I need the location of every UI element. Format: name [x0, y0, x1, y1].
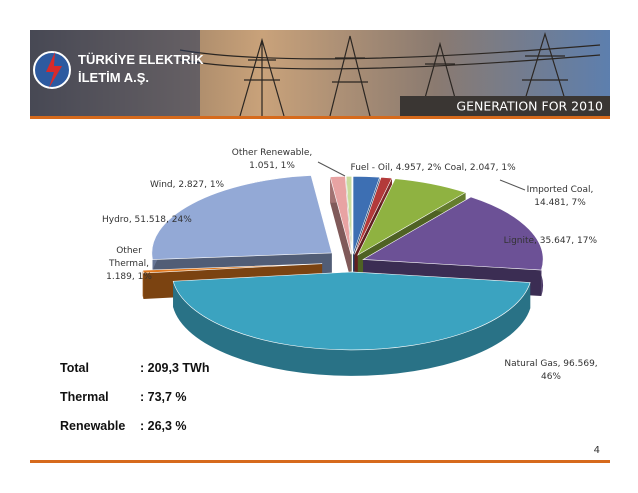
summary-value: : 26,3 %: [140, 419, 187, 433]
slice-side: [142, 270, 144, 300]
slice-side: [173, 281, 531, 376]
slice: [151, 175, 333, 260]
company-line: TÜRKİYE ELEKTRİK: [78, 52, 204, 67]
slice-label: Other: [116, 246, 142, 256]
summary-label: Total: [60, 361, 89, 375]
leader-line: [317, 161, 346, 177]
slice-label: Imported Coal,: [527, 185, 594, 195]
slice-label: 46%: [541, 372, 561, 382]
slice: [362, 196, 544, 271]
section-bar: [400, 96, 610, 116]
slice-label: Natural Gas, 96.569,: [504, 359, 597, 369]
slice-label: Lignite, 35.647, 17%: [504, 236, 598, 246]
slice-label: Hydro, 51.518, 24%: [102, 215, 192, 225]
footer-rule: [30, 460, 610, 463]
slice-label: Thermal,: [108, 259, 149, 269]
towers: [179, 31, 601, 117]
slice: [352, 176, 381, 255]
slice: [329, 176, 352, 255]
company-line: İLETİM A.Ş.: [78, 70, 149, 85]
summary-value: : 73,7 %: [140, 390, 187, 404]
logo-bolt: [46, 52, 62, 88]
slice-label: Coal, 2.047, 1%: [444, 163, 516, 173]
slice-label: Wind, 2.827, 1%: [150, 180, 225, 190]
section-title: GENERATION FOR 2010: [456, 99, 603, 114]
slice-label: Other Renewable,: [232, 148, 313, 158]
slice-side: [363, 196, 542, 297]
slice-label: 14.481, 7%: [534, 198, 586, 208]
slice: [172, 271, 531, 351]
summary-value: : 209,3 TWh: [140, 361, 209, 375]
summary-label: Renewable: [60, 419, 125, 433]
slice-label: 1.189, 1%: [106, 272, 152, 282]
slice: [354, 176, 393, 255]
summary-label: Thermal: [60, 390, 109, 404]
page-number: 4: [594, 445, 600, 456]
leader-line: [499, 179, 526, 191]
slice-label: 1.051, 1%: [249, 161, 295, 171]
slice: [142, 263, 323, 274]
slice: [345, 176, 353, 255]
slice: [357, 178, 467, 256]
slice-label: Fuel - Oil, 4.957, 2%: [351, 163, 442, 173]
header-rule: [30, 116, 610, 119]
